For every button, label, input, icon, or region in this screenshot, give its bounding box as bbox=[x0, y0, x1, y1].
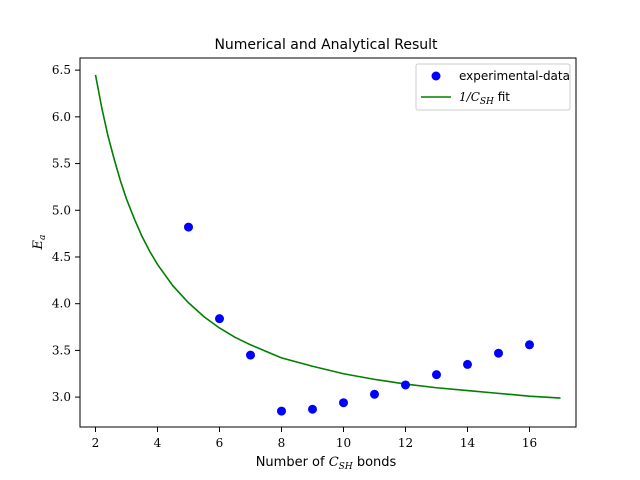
plot-frame bbox=[79, 57, 577, 428]
experimental-data-point bbox=[308, 404, 317, 414]
y-tick-label: 6.0 bbox=[52, 110, 71, 124]
legend-label-fit: 1/CSH fit bbox=[459, 90, 510, 107]
x-tick-label: 10 bbox=[336, 436, 351, 450]
y-tick-label: 5.0 bbox=[52, 203, 71, 217]
legend-box bbox=[415, 63, 571, 111]
x-tick-label: 4 bbox=[154, 436, 162, 450]
legend: experimental-data 1/CSH fit bbox=[415, 63, 571, 111]
x-tick-label: 12 bbox=[398, 436, 413, 450]
y-tick-label: 5.5 bbox=[52, 157, 71, 171]
experimental-data-point bbox=[525, 340, 534, 350]
x-tick-label: 2 bbox=[92, 436, 100, 450]
y-axis-title-subscript: a bbox=[38, 235, 48, 240]
legend-fit-suffix: fit bbox=[494, 90, 510, 104]
y-axis-title-math: E bbox=[31, 239, 46, 250]
experimental-data-point bbox=[494, 348, 503, 358]
experimental-data-point bbox=[432, 370, 441, 380]
x-tick-label: 6 bbox=[216, 436, 224, 450]
experimental-data-point bbox=[184, 222, 193, 232]
legend-label-experimental-data: experimental-data bbox=[459, 69, 570, 83]
x-axis-title-text-after: bonds bbox=[353, 455, 397, 470]
x-axis-title-text-before: Number of bbox=[256, 455, 329, 470]
legend-marker-experimental-data bbox=[431, 71, 441, 81]
x-tick-label: 14 bbox=[460, 436, 476, 450]
y-tick-label: 4.0 bbox=[52, 297, 71, 311]
y-tick-label: 3.0 bbox=[52, 390, 71, 404]
y-tick-label: 6.5 bbox=[52, 63, 71, 77]
legend-fit-prefix: 1/ bbox=[459, 90, 473, 104]
x-axis-title-math: C bbox=[329, 455, 339, 470]
scatter-points-layer bbox=[184, 222, 534, 416]
fit-curve-layer bbox=[94, 74, 561, 399]
y-tick-label: 3.5 bbox=[52, 343, 71, 357]
experimental-data-point bbox=[215, 314, 224, 324]
experimental-data-point bbox=[401, 380, 410, 390]
y-axis-title: Ea bbox=[31, 235, 48, 251]
plot-area-border bbox=[79, 57, 577, 428]
x-axis: 2 4 6 8 10 12 14 16 bbox=[92, 427, 537, 450]
x-axis-title: Number of CSH bonds bbox=[256, 455, 397, 472]
y-tick-label: 4.5 bbox=[52, 250, 71, 264]
x-tick-label: 16 bbox=[522, 436, 537, 450]
experimental-data-point bbox=[339, 398, 348, 408]
fit-curve bbox=[94, 74, 561, 399]
experimental-data-point bbox=[246, 350, 255, 360]
chart-title: Numerical and Analytical Result bbox=[214, 37, 438, 53]
y-axis: 3.0 3.5 4.0 4.5 5.0 5.5 6.0 6.5 bbox=[52, 63, 80, 404]
x-axis-title-subscript: SH bbox=[339, 462, 353, 472]
legend-fit-subscript: SH bbox=[480, 97, 494, 107]
legend-fit-math: C bbox=[471, 90, 480, 104]
experimental-data-point bbox=[277, 406, 286, 416]
x-tick-label: 8 bbox=[278, 436, 286, 450]
experimental-data-point bbox=[370, 389, 379, 399]
experimental-data-point bbox=[463, 359, 472, 369]
